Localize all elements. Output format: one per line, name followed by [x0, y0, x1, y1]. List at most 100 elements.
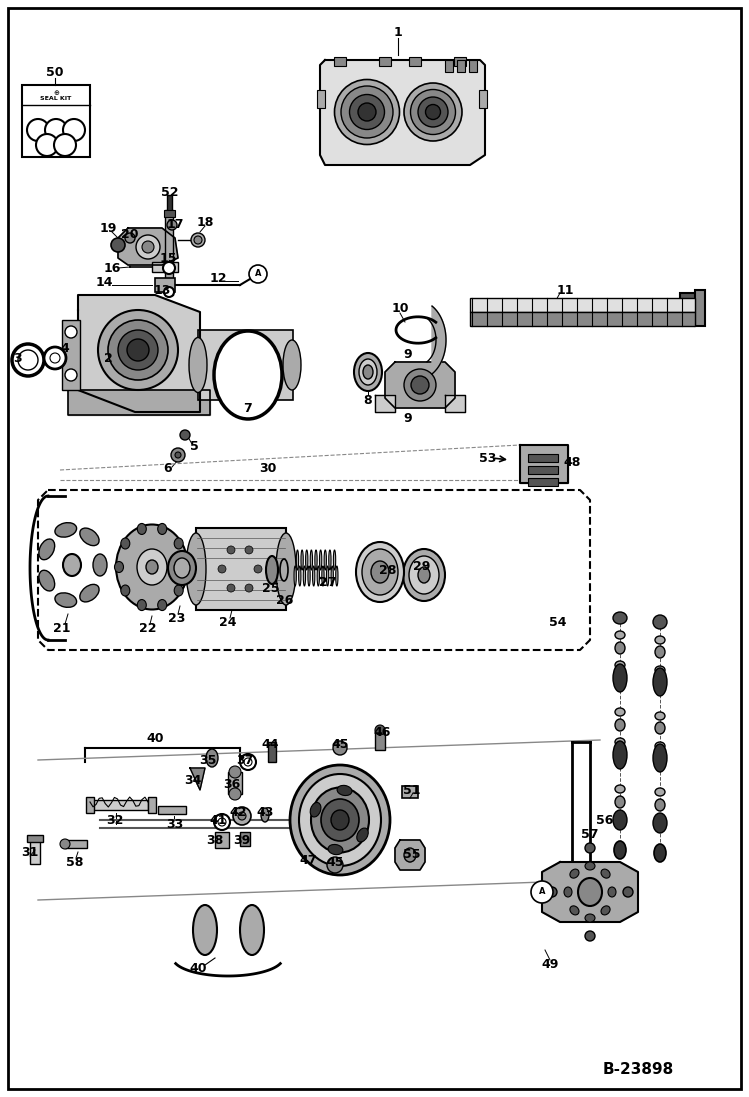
- Ellipse shape: [601, 906, 610, 915]
- Bar: [228, 772, 242, 794]
- Circle shape: [327, 857, 343, 873]
- Ellipse shape: [299, 774, 381, 866]
- Text: 11: 11: [557, 283, 574, 296]
- Circle shape: [375, 725, 385, 735]
- Circle shape: [214, 814, 230, 830]
- Ellipse shape: [283, 340, 301, 391]
- Bar: [27, 835, 43, 842]
- Ellipse shape: [570, 906, 579, 915]
- Polygon shape: [432, 306, 446, 374]
- Ellipse shape: [127, 339, 149, 361]
- Text: SEAL KIT: SEAL KIT: [40, 97, 72, 102]
- Ellipse shape: [121, 538, 130, 548]
- Ellipse shape: [613, 612, 627, 624]
- Circle shape: [18, 350, 38, 370]
- Ellipse shape: [333, 550, 336, 570]
- Ellipse shape: [601, 869, 610, 878]
- Text: 24: 24: [219, 615, 237, 629]
- Ellipse shape: [294, 566, 297, 586]
- Bar: [409, 57, 421, 66]
- Bar: [470, 312, 695, 326]
- Circle shape: [180, 430, 190, 440]
- Polygon shape: [385, 362, 455, 408]
- Ellipse shape: [108, 320, 168, 380]
- Circle shape: [101, 396, 115, 410]
- Ellipse shape: [564, 887, 572, 897]
- Ellipse shape: [655, 646, 665, 658]
- Circle shape: [136, 235, 160, 259]
- Bar: [86, 798, 94, 813]
- Text: 43: 43: [256, 806, 273, 819]
- Circle shape: [333, 740, 347, 755]
- Bar: [198, 330, 293, 400]
- Ellipse shape: [350, 94, 384, 129]
- Ellipse shape: [80, 585, 99, 602]
- Bar: [317, 90, 325, 108]
- Ellipse shape: [329, 550, 331, 570]
- Polygon shape: [375, 395, 395, 412]
- Ellipse shape: [261, 808, 269, 822]
- Text: 40: 40: [146, 732, 164, 745]
- Text: 49: 49: [542, 959, 559, 972]
- Ellipse shape: [570, 869, 579, 878]
- Ellipse shape: [146, 559, 158, 574]
- Ellipse shape: [276, 533, 296, 606]
- Text: 32: 32: [106, 814, 124, 826]
- Ellipse shape: [614, 841, 626, 859]
- Circle shape: [65, 326, 77, 338]
- Bar: [379, 57, 391, 66]
- Ellipse shape: [206, 749, 218, 767]
- Ellipse shape: [168, 551, 196, 585]
- Ellipse shape: [158, 523, 167, 534]
- Text: 45: 45: [327, 857, 344, 870]
- Bar: [528, 454, 558, 462]
- Ellipse shape: [331, 566, 333, 586]
- Ellipse shape: [615, 642, 625, 654]
- Bar: [445, 60, 453, 72]
- Text: 35: 35: [199, 754, 216, 767]
- Text: 2: 2: [103, 351, 112, 364]
- Ellipse shape: [137, 548, 167, 585]
- Ellipse shape: [337, 785, 352, 795]
- Bar: [375, 730, 385, 750]
- Ellipse shape: [585, 862, 595, 870]
- Ellipse shape: [357, 828, 369, 842]
- Text: 26: 26: [276, 595, 294, 608]
- Polygon shape: [118, 228, 178, 265]
- Circle shape: [175, 452, 181, 459]
- Ellipse shape: [336, 566, 338, 586]
- Text: 30: 30: [259, 462, 276, 475]
- Text: 38: 38: [207, 834, 224, 847]
- Circle shape: [36, 134, 58, 156]
- Ellipse shape: [167, 220, 177, 230]
- Ellipse shape: [137, 523, 146, 534]
- Text: 10: 10: [391, 302, 409, 315]
- Text: 13: 13: [154, 283, 171, 296]
- Bar: [469, 60, 477, 72]
- Ellipse shape: [418, 97, 448, 127]
- Ellipse shape: [404, 83, 462, 142]
- Ellipse shape: [356, 542, 404, 602]
- Text: 31: 31: [21, 846, 39, 859]
- Ellipse shape: [322, 566, 324, 586]
- Ellipse shape: [655, 742, 665, 750]
- Ellipse shape: [311, 788, 369, 852]
- Text: 4: 4: [61, 341, 70, 354]
- Ellipse shape: [613, 810, 627, 830]
- Circle shape: [78, 396, 92, 410]
- Ellipse shape: [175, 538, 184, 548]
- Text: 42: 42: [229, 805, 246, 818]
- Text: 20: 20: [121, 227, 139, 240]
- Ellipse shape: [191, 233, 205, 247]
- Ellipse shape: [653, 615, 667, 629]
- Polygon shape: [445, 395, 465, 412]
- Ellipse shape: [358, 103, 376, 121]
- Bar: [90, 800, 148, 810]
- Ellipse shape: [266, 556, 278, 584]
- Bar: [695, 290, 705, 326]
- Ellipse shape: [653, 668, 667, 695]
- Ellipse shape: [55, 592, 76, 608]
- Circle shape: [163, 262, 175, 274]
- Polygon shape: [520, 445, 568, 483]
- Ellipse shape: [615, 708, 625, 716]
